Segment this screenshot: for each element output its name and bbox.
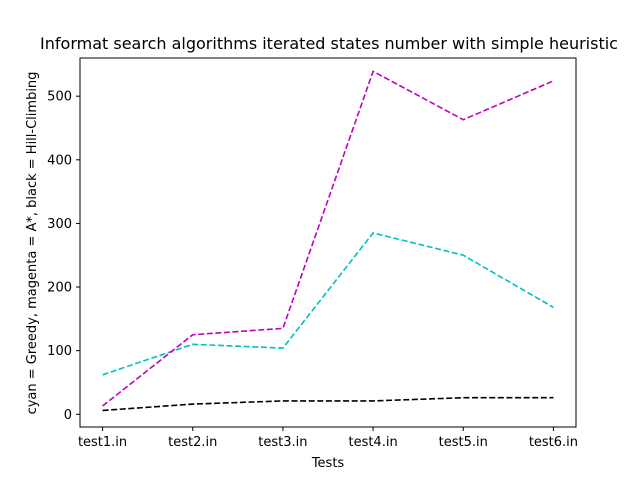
y-tick-label: 0 xyxy=(64,408,72,423)
series-line-1 xyxy=(102,70,554,407)
chart-title: Informat search algorithms iterated stat… xyxy=(40,34,618,53)
y-tick-label: 400 xyxy=(47,153,72,168)
x-tick-label: test5.in xyxy=(439,435,488,450)
plot-area: test1.in test2.in test3.in test4.in test5.in… xyxy=(47,57,578,450)
series-line-0 xyxy=(102,232,554,376)
x-tick-label: test2.in xyxy=(168,435,217,450)
axes-frame xyxy=(79,57,577,428)
x-tick-label: test6.in xyxy=(529,435,578,450)
y-tick-label: 500 xyxy=(47,90,72,105)
x-tick-label: test1.in xyxy=(78,435,127,450)
y-tick-label: 300 xyxy=(47,217,72,232)
x-tick-label: test4.in xyxy=(348,435,397,450)
y-tick-label: 100 xyxy=(47,344,72,359)
x-axis-label: Tests xyxy=(311,456,345,471)
y-tick-label: 200 xyxy=(47,281,72,296)
x-tick-label: test3.in xyxy=(258,435,307,450)
y-axis-label: cyan = Greedy, magenta = A*, black = Hil… xyxy=(25,72,40,415)
series-line-2 xyxy=(102,396,554,412)
